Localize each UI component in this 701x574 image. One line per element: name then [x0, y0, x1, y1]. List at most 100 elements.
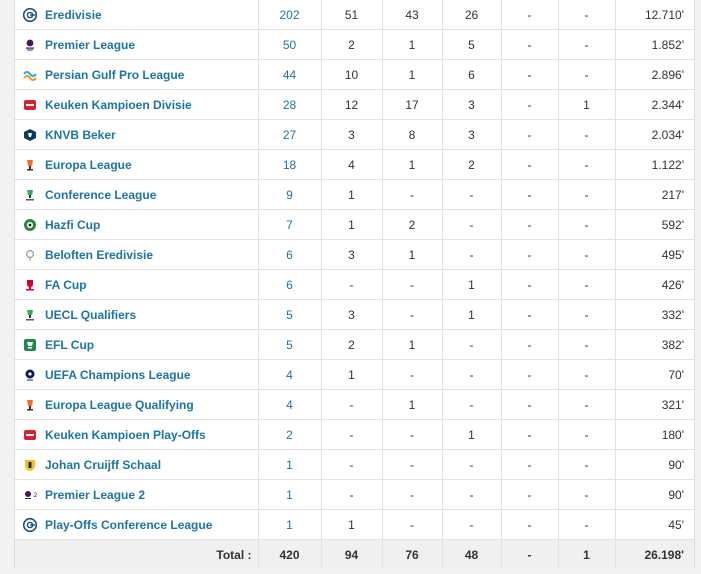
keuken-kampioen-play-offs-logo-icon[interactable] — [23, 427, 37, 441]
competition-link[interactable]: KNVB Beker — [45, 127, 116, 142]
appearances-link[interactable]: 18 — [282, 157, 297, 172]
second-yellow-cards-cell: - — [500, 419, 558, 450]
competition-link[interactable]: Europa League — [45, 157, 132, 172]
second-yellow-cards-cell: - — [500, 29, 558, 60]
appearances-link[interactable]: 1 — [286, 517, 293, 532]
appearances-link[interactable]: 1 — [286, 487, 293, 502]
competition-link[interactable]: Premier League 2 — [45, 487, 146, 502]
assists-cell: 2 — [381, 209, 442, 240]
competition-link[interactable]: EFL Cup — [45, 337, 95, 352]
conference-league-logo-icon[interactable] — [23, 187, 37, 201]
red-cards-cell: - — [557, 29, 615, 60]
goals-cell: 2 — [320, 329, 382, 360]
appearances-link[interactable]: 5 — [286, 337, 293, 352]
table-row: KNVB Beker 27 3 8 3- -2.034' — [15, 119, 694, 150]
appearances-link[interactable]: 9 — [286, 187, 293, 202]
table-row: Eredivisie 202 51 43 26- -12.710' — [15, 0, 694, 30]
hazfi-cup-logo-icon[interactable] — [23, 217, 37, 231]
second-yellow-cards-cell: - — [500, 239, 558, 270]
competition-link[interactable]: Europa League Qualifying — [45, 397, 194, 412]
minutes-cell: 90' — [614, 449, 694, 480]
table-row: UECL Qualifiers 5 3-1- -332' — [15, 299, 694, 330]
yellow-cards-cell: - — [441, 389, 501, 420]
assists-cell: 1 — [381, 239, 442, 270]
appearances-link[interactable]: 2 — [286, 427, 293, 442]
yellow-cards-cell: - — [441, 239, 501, 270]
assists-cell: - — [381, 419, 442, 450]
assists-cell: - — [381, 509, 442, 540]
red-cards-cell: - — [557, 389, 615, 420]
uefa-champions-league-logo-icon[interactable] — [23, 367, 37, 381]
fa-cup-logo-icon[interactable] — [23, 277, 37, 291]
appearances-link[interactable]: 4 — [286, 397, 293, 412]
competition-link[interactable]: Keuken Kampioen Play-Offs — [45, 427, 206, 442]
appearances-link[interactable]: 6 — [286, 247, 293, 262]
minutes-cell: 2.034' — [614, 119, 694, 150]
minutes-cell: 70' — [614, 359, 694, 390]
premier-league-logo-icon[interactable] — [23, 37, 37, 51]
second-yellow-cards-cell: - — [500, 479, 558, 510]
assists-cell: - — [381, 299, 442, 330]
minutes-cell: 1.122' — [614, 149, 694, 180]
assists-cell: - — [381, 449, 442, 480]
europa-league-qualifying-logo-icon[interactable] — [23, 397, 37, 411]
yellow-cards-cell: 5 — [441, 29, 501, 60]
competition-link[interactable]: Premier League — [45, 37, 136, 52]
assists-cell: 43 — [381, 0, 442, 30]
persian-gulf-pro-league-logo-icon[interactable] — [23, 67, 37, 81]
appearances-link[interactable]: 1 — [286, 457, 293, 472]
yellow-cards-cell: 6 — [441, 59, 501, 90]
competition-link[interactable]: UEFA Champions League — [45, 367, 191, 382]
appearances-link[interactable]: 28 — [282, 97, 297, 112]
eredivisie-logo-icon[interactable] — [23, 7, 37, 22]
minutes-cell: 2.344' — [614, 89, 694, 120]
second-yellow-cards-cell: - — [500, 269, 558, 300]
red-cards-cell: - — [557, 299, 615, 330]
competition-link[interactable]: Persian Gulf Pro League — [45, 67, 185, 82]
johan-cruijff-schaal-logo-icon[interactable] — [23, 457, 37, 471]
competition-link[interactable]: Play-Offs Conference League — [45, 517, 213, 532]
appearances-link[interactable]: 6 — [286, 277, 293, 292]
beloften-eredivisie-logo-icon[interactable] — [23, 247, 37, 261]
yellow-cards-cell: 1 — [441, 299, 501, 330]
appearances-link[interactable]: 50 — [282, 37, 297, 52]
efl-cup-logo-icon[interactable] — [23, 337, 37, 351]
appearances-link[interactable]: 202 — [279, 7, 300, 22]
appearances-link[interactable]: 7 — [286, 217, 293, 232]
goals-cell: 3 — [320, 239, 382, 270]
table-row: Keuken Kampioen Play-Offs 2- -1- -180' — [15, 419, 694, 450]
appearances-link[interactable]: 4 — [286, 367, 293, 382]
second-yellow-cards-cell: - — [500, 329, 558, 360]
minutes-cell: 2.896' — [614, 59, 694, 90]
competition-link[interactable]: Conference League — [45, 187, 157, 202]
europa-league-logo-icon[interactable] — [23, 157, 37, 171]
minutes-cell: 12.710' — [614, 0, 694, 30]
goals-cell: 1 — [320, 209, 382, 240]
assists-cell: 1 — [381, 149, 442, 180]
uecl-qualifiers-logo-icon[interactable] — [23, 307, 37, 321]
competition-link[interactable]: FA Cup — [45, 277, 87, 292]
red-cards-cell: - — [557, 449, 615, 480]
competition-link[interactable]: Eredivisie — [45, 7, 102, 22]
second-yellow-cards-cell: - — [500, 119, 558, 150]
competition-link[interactable]: Beloften Eredivisie — [45, 247, 154, 262]
premier-league-2-logo-icon[interactable]: 2 — [23, 487, 37, 501]
total-row: Total : 420 94 76 48 - 1 26.198' — [15, 539, 694, 569]
minutes-cell: 180' — [614, 419, 694, 450]
appearances-link[interactable]: 44 — [282, 67, 297, 82]
keuken-kampioen-divisie-logo-icon[interactable] — [23, 97, 37, 111]
competition-link[interactable]: Johan Cruijff Schaal — [45, 457, 162, 472]
table-row: Europa League Qualifying 4-1- - -321' — [15, 389, 694, 420]
appearances-link[interactable]: 5 — [286, 307, 293, 322]
competition-link[interactable]: Hazfi Cup — [45, 217, 101, 232]
play-offs-conference-league-logo-icon[interactable] — [23, 517, 37, 532]
table-row: Hazfi Cup 7 1 2- - -592' — [15, 209, 694, 240]
goals-cell: 3 — [320, 119, 382, 150]
competition-link[interactable]: UECL Qualifiers — [45, 307, 137, 322]
table-row: Play-Offs Conference League 1 1- - - -45' — [15, 509, 694, 540]
goals-cell: 10 — [320, 59, 382, 90]
appearances-link[interactable]: 27 — [282, 127, 297, 142]
knvb-beker-logo-icon[interactable] — [23, 127, 37, 141]
red-cards-cell: - — [557, 239, 615, 270]
competition-link[interactable]: Keuken Kampioen Divisie — [45, 97, 192, 112]
